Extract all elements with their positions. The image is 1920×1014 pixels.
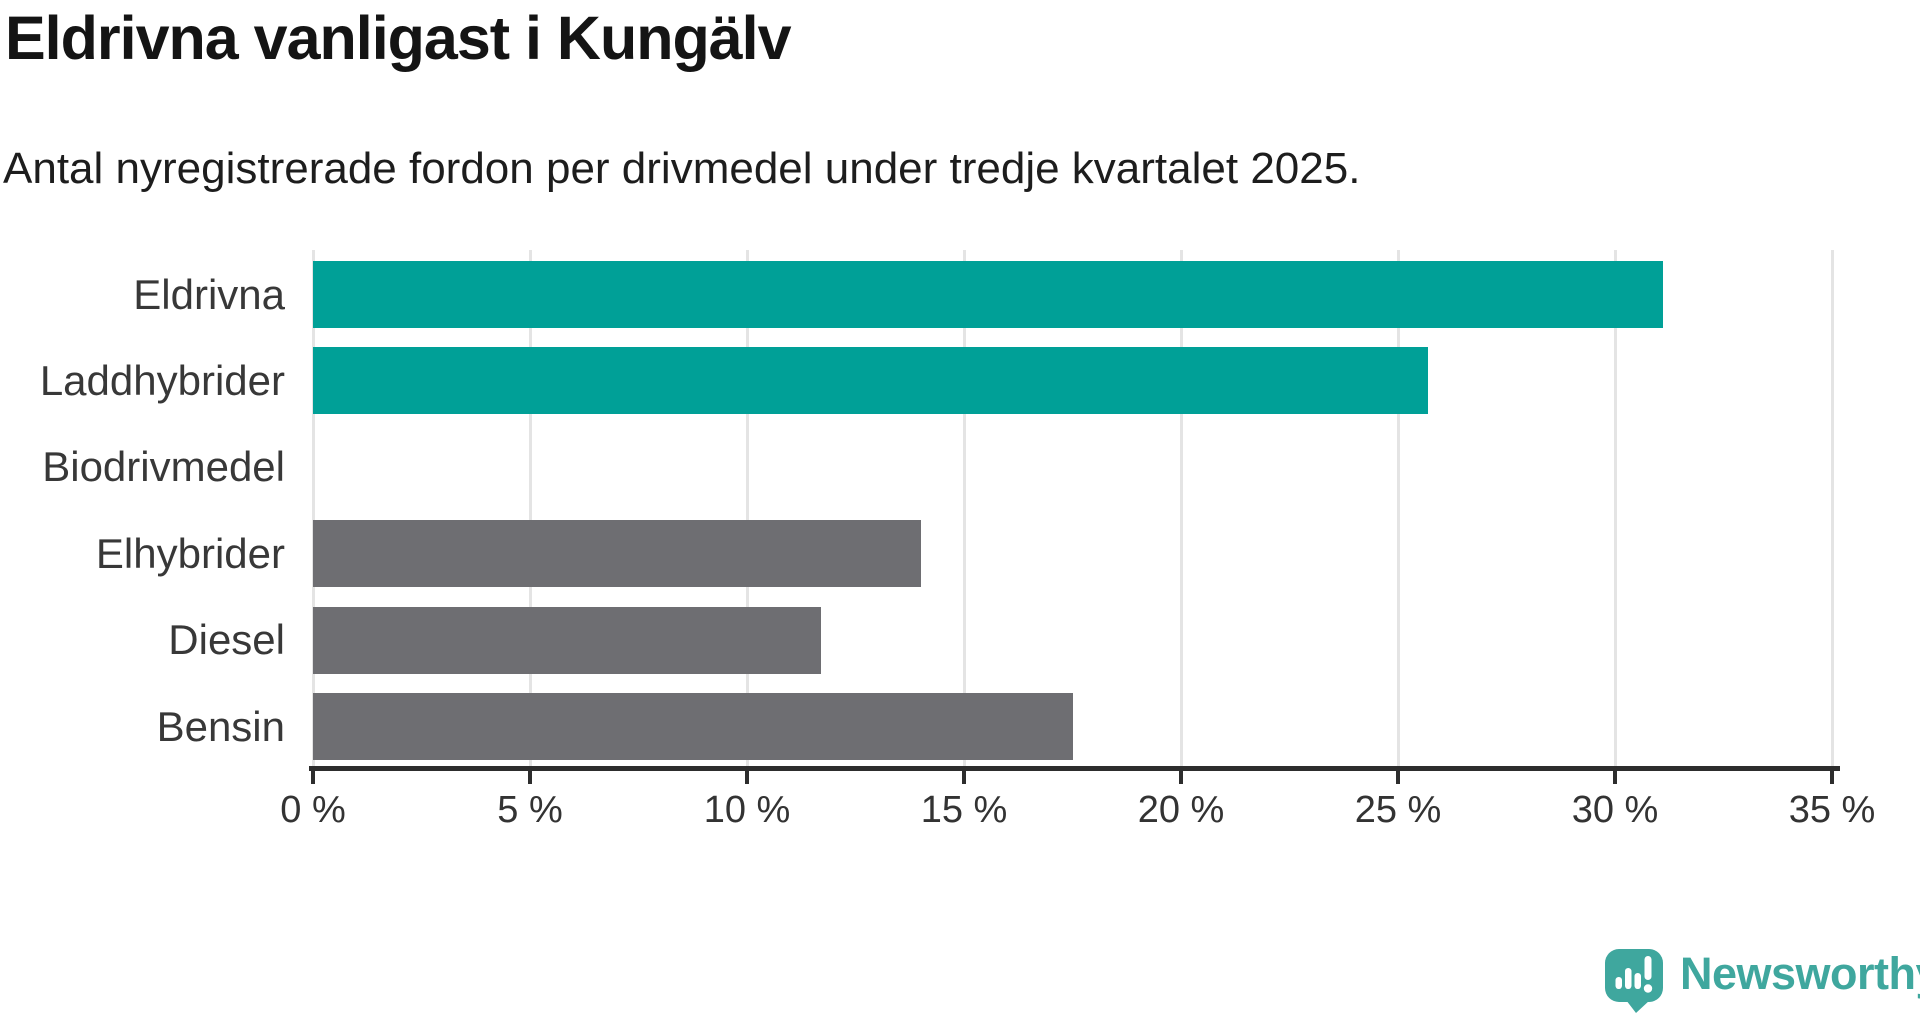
- tick-label-30: 30 %: [1571, 789, 1659, 831]
- tick-label-5: 5 %: [497, 789, 563, 831]
- category-label-eldrivna: Eldrivna: [133, 270, 285, 318]
- chart-subtitle: Antal nyregistrerade fordon per drivmede…: [3, 144, 1361, 193]
- tick-mark-5: [528, 771, 532, 784]
- tick-mark-30: [1613, 771, 1617, 784]
- tick-mark-35: [1830, 771, 1834, 784]
- tick-label-20: 20 %: [1137, 789, 1225, 831]
- category-label-laddhybrider: Laddhybrider: [39, 356, 285, 404]
- category-label-bensin: Bensin: [156, 702, 285, 750]
- newsworthy-logo-icon: [1605, 949, 1663, 1013]
- tick-mark-15: [962, 771, 966, 784]
- tick-mark-0: [311, 771, 315, 784]
- tick-label-0: 0 %: [280, 789, 346, 831]
- bar-eldrivna: [313, 261, 1663, 328]
- tick-mark-10: [745, 771, 749, 784]
- newsworthy-logo-text: Newsworthy: [1680, 947, 1920, 999]
- gridline-30: [1614, 250, 1617, 766]
- category-label-diesel: Diesel: [168, 616, 285, 664]
- gridline-5: [529, 250, 532, 766]
- gridline-10: [746, 250, 749, 766]
- bar-bensin: [313, 693, 1073, 760]
- gridline-0: [312, 250, 315, 766]
- tick-label-15: 15 %: [920, 789, 1008, 831]
- tick-label-10: 10 %: [703, 789, 791, 831]
- gridline-20: [1180, 250, 1183, 766]
- x-axis-line: [309, 766, 1840, 771]
- tick-label-25: 25 %: [1354, 789, 1442, 831]
- category-label-elhybrider: Elhybrider: [95, 529, 285, 577]
- bar-laddhybrider: [313, 347, 1429, 415]
- tick-label-35: 35 %: [1788, 789, 1876, 831]
- gridline-35: [1831, 250, 1834, 766]
- tick-mark-20: [1179, 771, 1183, 784]
- bar-diesel: [313, 606, 821, 674]
- newsworthy-logo: Newsworthy: [1604, 948, 1920, 1014]
- bar-elhybrider: [313, 520, 921, 588]
- gridline-25: [1397, 250, 1400, 766]
- gridline-15: [963, 250, 966, 766]
- tick-mark-25: [1396, 771, 1400, 784]
- category-label-biodrivmedel: Biodrivmedel: [42, 443, 285, 491]
- category-axis-labels: Eldrivna Laddhybrider Biodrivmedel Elhybrid…: [0, 250, 285, 766]
- chart-plot-area: [312, 250, 1834, 766]
- page-title: Eldrivna vanligast i Kungälv: [5, 4, 792, 72]
